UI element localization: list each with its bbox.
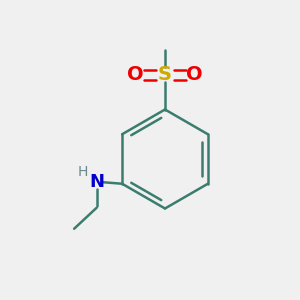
Text: S: S [158, 65, 172, 85]
Text: O: O [127, 65, 144, 85]
Text: O: O [186, 65, 203, 85]
Text: N: N [89, 173, 104, 191]
Text: H: H [78, 165, 88, 179]
